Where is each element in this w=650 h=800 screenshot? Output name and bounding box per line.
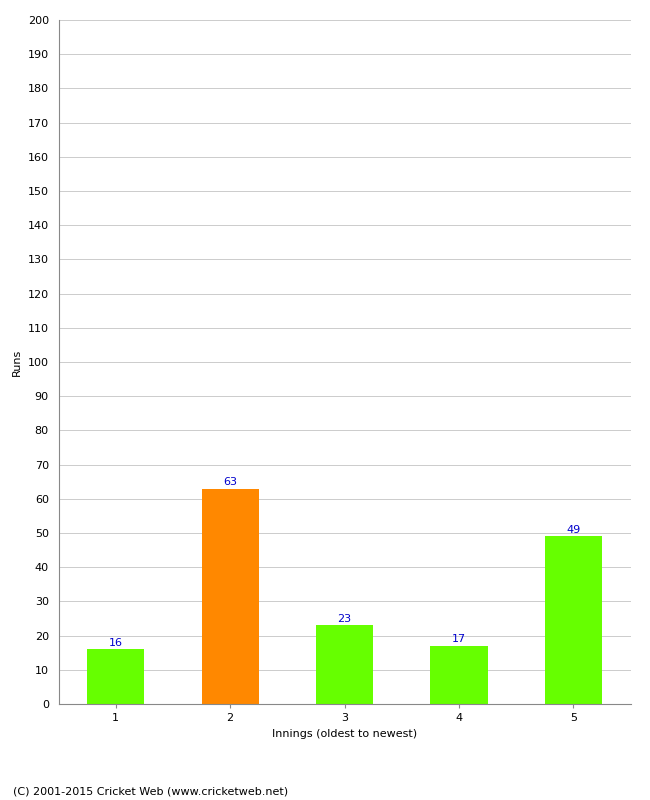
Bar <box>316 626 373 704</box>
Bar <box>430 646 488 704</box>
Bar <box>87 650 144 704</box>
Text: 63: 63 <box>223 477 237 487</box>
Bar <box>202 489 259 704</box>
Text: 49: 49 <box>566 525 580 534</box>
Text: 23: 23 <box>337 614 352 624</box>
Bar <box>545 537 602 704</box>
X-axis label: Innings (oldest to newest): Innings (oldest to newest) <box>272 729 417 738</box>
Text: 17: 17 <box>452 634 466 644</box>
Text: 16: 16 <box>109 638 123 647</box>
Y-axis label: Runs: Runs <box>12 348 22 376</box>
Text: (C) 2001-2015 Cricket Web (www.cricketweb.net): (C) 2001-2015 Cricket Web (www.cricketwe… <box>13 786 288 796</box>
